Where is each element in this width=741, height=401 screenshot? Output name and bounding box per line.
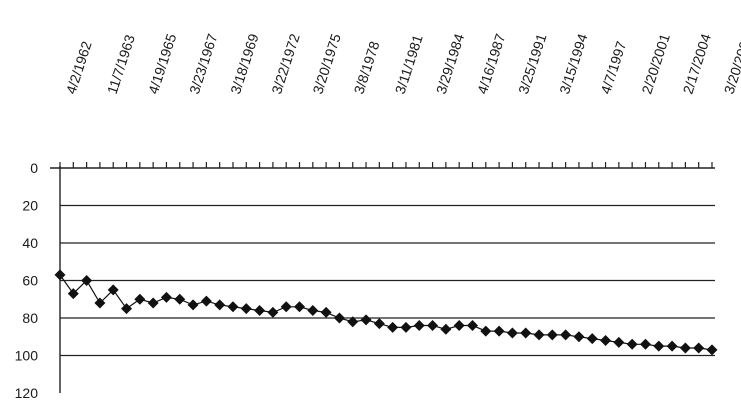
data-point: [333, 312, 345, 324]
data-point: [706, 344, 718, 356]
x-tick-label: 3/22/1972: [268, 32, 303, 96]
y-axis-tick-labels: 0 20 40 60 80 100 120: [15, 160, 39, 401]
y-tick-label-20: 20: [22, 198, 38, 214]
y-tick-label-40: 40: [22, 235, 38, 251]
x-tick-label: 3/15/1994: [556, 32, 591, 96]
data-point: [520, 327, 532, 339]
data-point: [413, 320, 425, 331]
x-tick-label: 3/18/1969: [227, 32, 262, 96]
data-point: [81, 275, 93, 286]
y-tick-label-0: 0: [30, 160, 38, 176]
data-point: [294, 301, 306, 313]
data-point: [480, 325, 492, 337]
y-tick-label-60: 60: [22, 273, 38, 289]
data-point: [121, 303, 133, 315]
data-point: [227, 301, 239, 313]
data-point: [600, 335, 612, 346]
data-point: [387, 321, 399, 333]
y-tick-label-120: 120: [15, 385, 39, 401]
data-point: [493, 325, 505, 337]
data-point: [373, 318, 385, 330]
data-point: [67, 288, 79, 300]
data-point: [200, 295, 212, 307]
data-point: [134, 293, 146, 305]
data-point: [639, 338, 651, 350]
data-point: [400, 321, 412, 333]
series-line: [59, 274, 713, 351]
x-tick-label: 3/29/1984: [433, 32, 468, 96]
y-tick-label-100: 100: [15, 348, 39, 364]
data-point: [613, 336, 625, 348]
data-point: [320, 306, 332, 318]
x-tick-label: 3/11/1981: [392, 33, 426, 96]
data-point: [187, 299, 199, 311]
data-point: [280, 301, 292, 313]
x-tick-label: 2/17/2004: [680, 32, 715, 96]
x-tick-label: 4/7/1997: [597, 39, 629, 96]
data-point: [440, 323, 452, 335]
x-tick-label: 3/20/2007: [721, 32, 741, 96]
data-point: [560, 329, 572, 341]
data-point: [666, 340, 678, 352]
data-point: [94, 297, 106, 309]
x-tick-label: 4/19/1965: [145, 32, 180, 96]
data-point: [147, 297, 159, 309]
data-point: [466, 320, 478, 331]
x-tick-label: 4/16/1987: [474, 32, 509, 96]
data-point: [54, 269, 66, 281]
x-tick-label: 3/20/1975: [309, 32, 344, 96]
data-point: [174, 293, 186, 305]
data-point: [693, 342, 705, 354]
data-point: [254, 305, 266, 316]
data-point: [546, 329, 558, 341]
data-point: [506, 327, 518, 339]
data-point: [453, 320, 465, 331]
x-tick-label: 3/25/1991: [515, 32, 550, 96]
x-tick-label: 11/7/1963: [104, 33, 138, 96]
data-point: [307, 305, 319, 316]
data-point: [653, 340, 665, 352]
x-tick-label: 3/8/1978: [351, 39, 383, 96]
data-point: [626, 338, 638, 350]
gridlines: [60, 204, 715, 357]
x-tick-label: 3/23/1967: [186, 32, 221, 96]
x-tick-label: 4/2/1962: [63, 39, 95, 96]
data-point: [586, 333, 598, 345]
data-point: [679, 342, 691, 354]
y-tick-label-80: 80: [22, 310, 38, 326]
data-point: [240, 303, 252, 315]
data-point: [107, 284, 119, 296]
x-axis: [50, 162, 715, 393]
data-point: [573, 331, 585, 343]
data-point: [267, 306, 279, 318]
data-point: [533, 329, 545, 341]
data-point: [214, 299, 226, 311]
data-point: [360, 314, 372, 326]
data-point: [427, 320, 439, 331]
series: [54, 269, 718, 356]
data-point: [160, 291, 172, 303]
x-axis-tick-labels: 4/2/1962 11/7/1963 4/19/1965 3/23/1967 3/18/…: [63, 32, 741, 96]
x-tick-label: 2/20/2001: [638, 32, 673, 96]
data-point: [347, 316, 359, 328]
